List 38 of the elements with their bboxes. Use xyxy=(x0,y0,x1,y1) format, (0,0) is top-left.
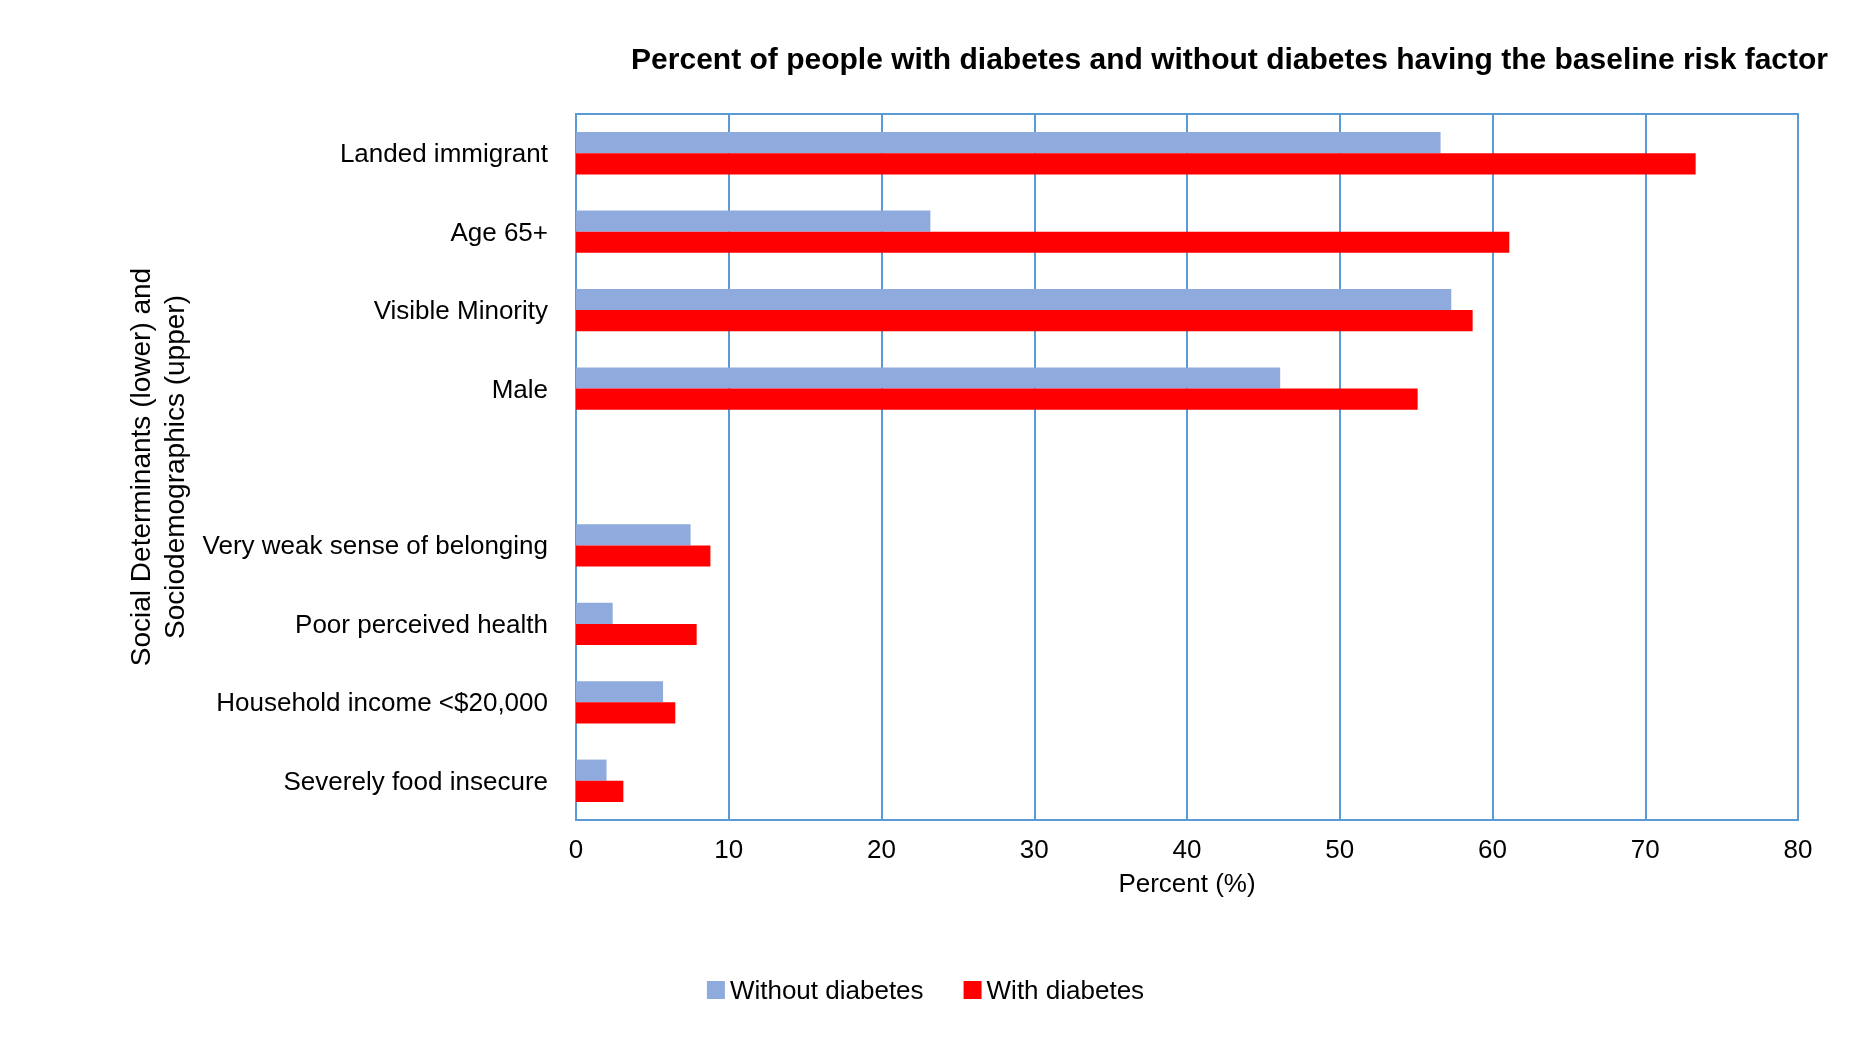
bar xyxy=(576,681,664,703)
bar xyxy=(576,780,624,802)
y-tick-label: Landed immigrant xyxy=(339,138,549,169)
y-tick-label: Household income <$20,000 xyxy=(216,687,548,718)
bar xyxy=(576,623,697,646)
bar xyxy=(576,210,931,232)
bar xyxy=(576,545,711,567)
y-axis-title: Social Determinants (lower) and Sociodemographics (upper) xyxy=(125,267,191,667)
y-tick-label: Male xyxy=(491,373,548,404)
x-tick-label: 80 xyxy=(1783,834,1813,864)
y-tick-label: Severely food insecure xyxy=(283,765,548,796)
bar xyxy=(576,288,1452,311)
bar xyxy=(576,310,1473,332)
bar xyxy=(576,367,1281,389)
x-tick-label: 20 xyxy=(867,834,896,864)
legend-label: With diabetes xyxy=(986,975,1145,1005)
bar xyxy=(576,602,613,624)
bar xyxy=(576,702,676,724)
x-tick-label: 0 xyxy=(568,834,584,864)
x-tick-label: 10 xyxy=(714,834,744,864)
y-tick-label: Visible Minority xyxy=(373,295,548,326)
legend-label: Without diabetes xyxy=(729,975,924,1005)
chart-title: Percent of people with diabetes and without diabetes having the baseline risk factor xyxy=(631,41,1829,75)
bar xyxy=(576,759,607,781)
x-tick-label: 50 xyxy=(1325,834,1355,864)
x-tick-label: 30 xyxy=(1019,834,1049,864)
bar xyxy=(576,388,1418,410)
x-tick-label: 40 xyxy=(1172,834,1202,864)
x-tick-label: 70 xyxy=(1630,834,1660,864)
bar xyxy=(576,153,1696,175)
x-axis-title: Percent (%) xyxy=(1118,868,1256,898)
y-tick-label: Age 65+ xyxy=(450,216,548,247)
x-tick-label: 60 xyxy=(1478,834,1507,864)
y-tick-label: Poor perceived health xyxy=(295,608,548,639)
y-tick-label: Very weak sense of belonging xyxy=(202,530,548,561)
bar xyxy=(576,132,1441,154)
bar xyxy=(576,231,1510,253)
bar xyxy=(576,524,691,546)
